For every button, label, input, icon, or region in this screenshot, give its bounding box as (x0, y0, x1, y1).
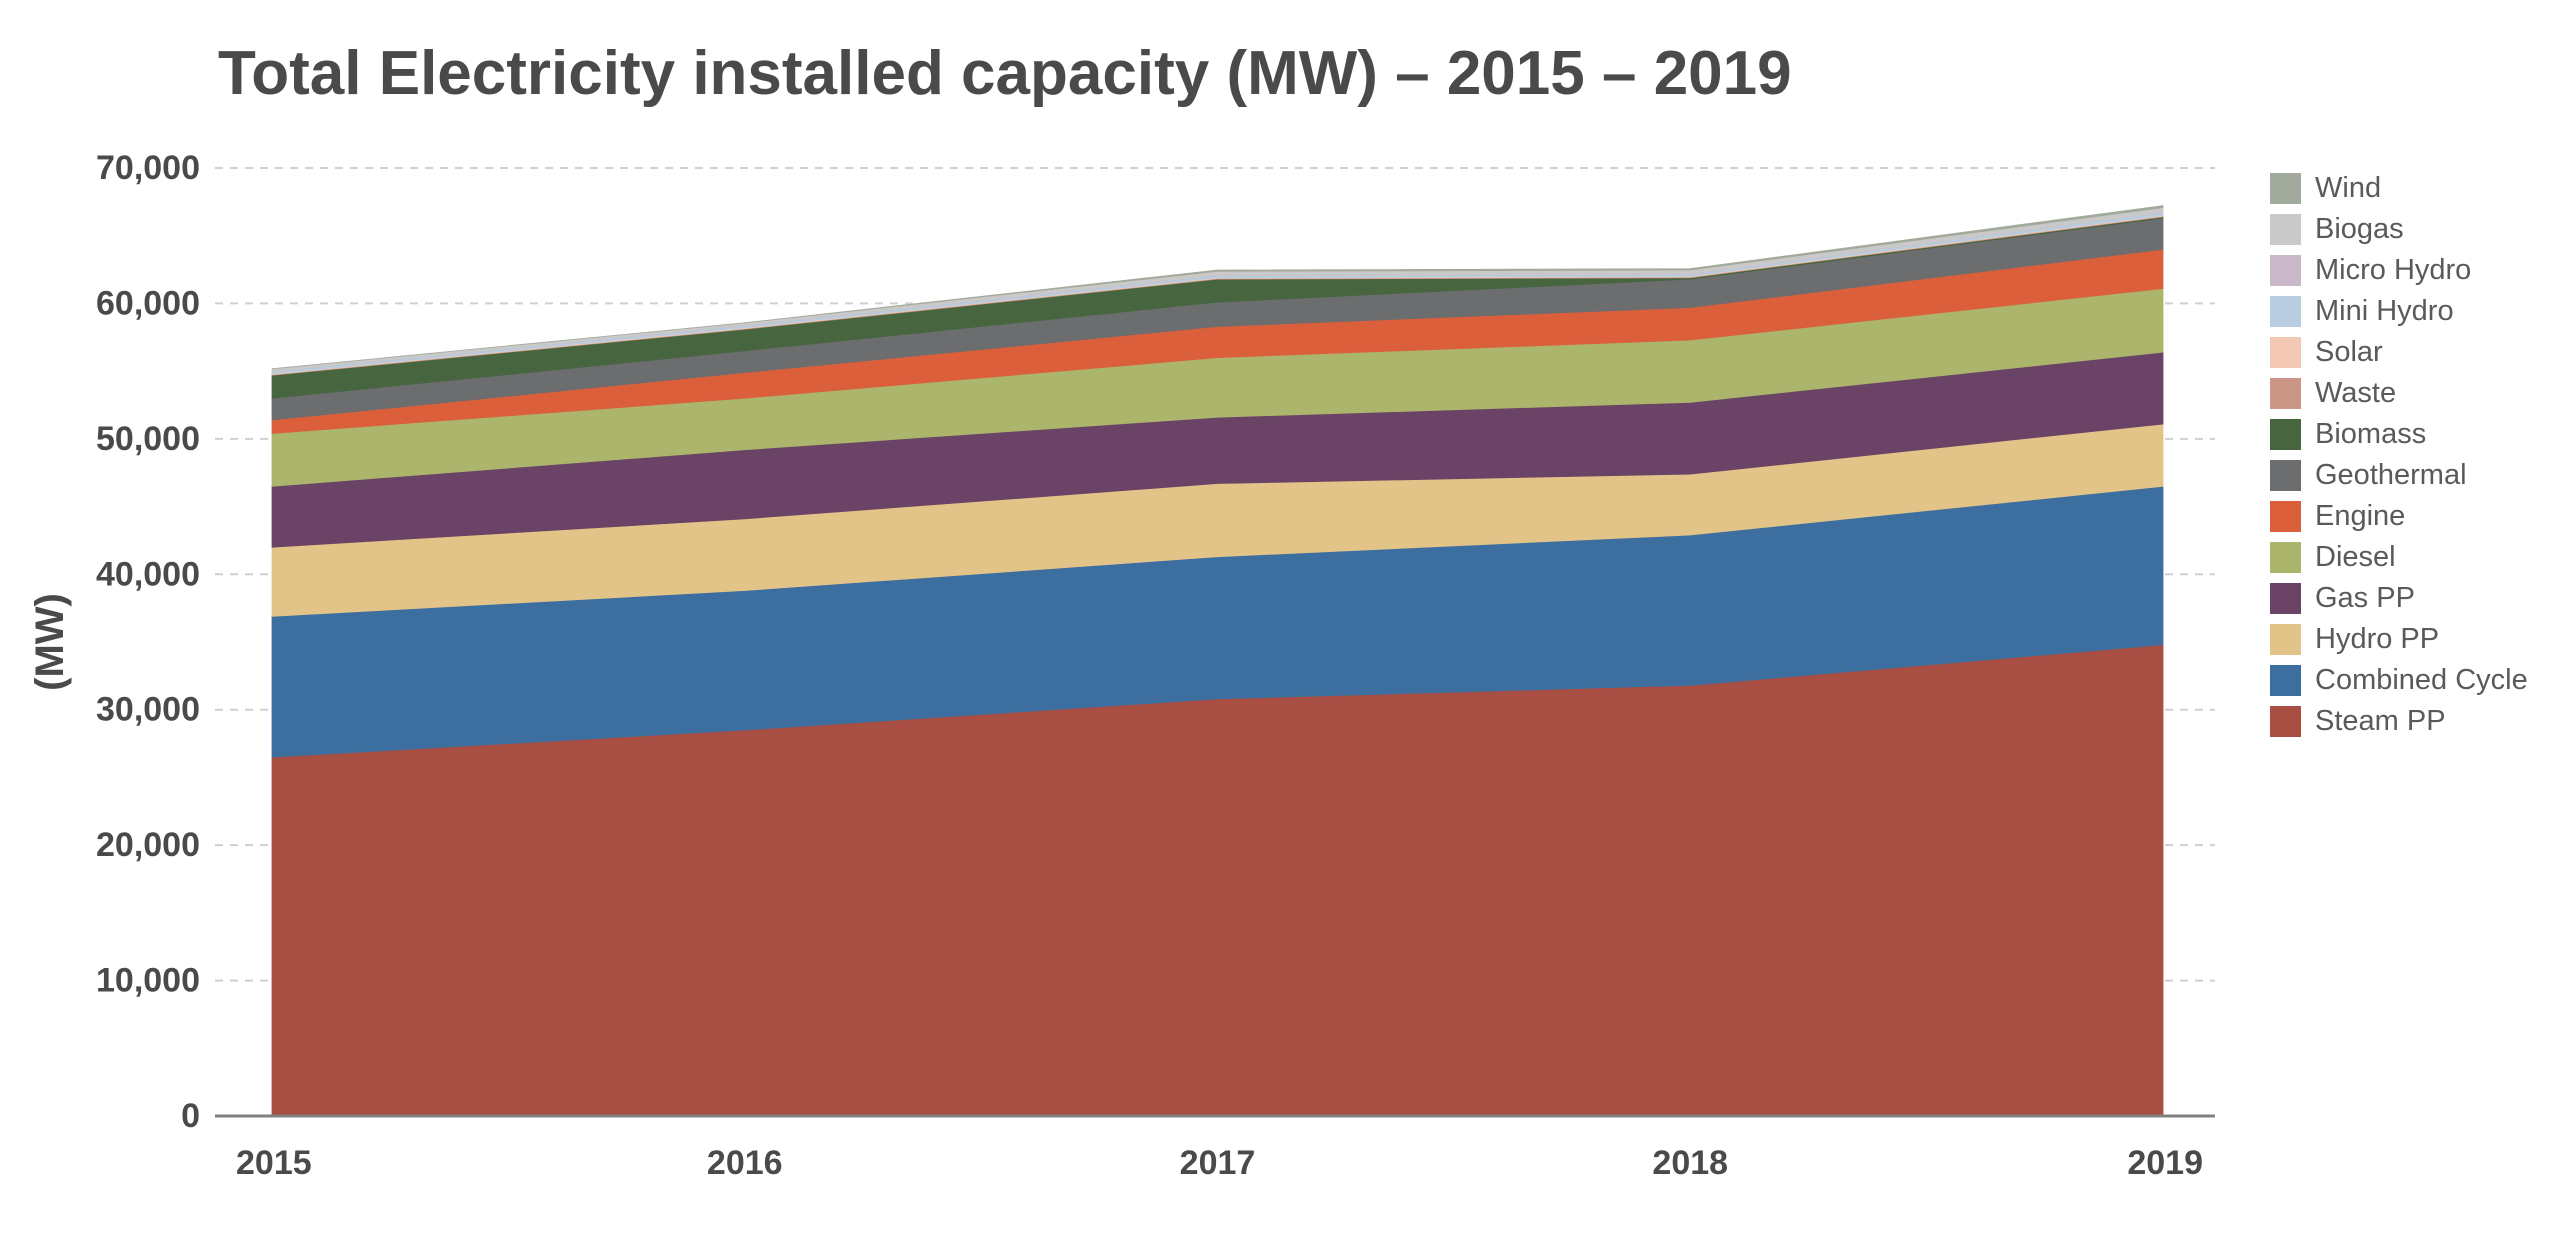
legend-item-gas-pp: Gas PP (2270, 578, 2528, 619)
legend-item-diesel: Diesel (2270, 537, 2528, 578)
y-tick-label-40-000: 40,000 (96, 555, 200, 593)
y-tick-label-0: 0 (181, 1097, 200, 1135)
legend-label-combined-cycle: Combined Cycle (2315, 664, 2528, 696)
legend-item-micro-hydro: Micro Hydro (2270, 250, 2528, 291)
legend-swatch-biogas (2270, 214, 2301, 245)
legend-label-micro-hydro: Micro Hydro (2315, 254, 2472, 286)
area-series (271, 205, 2164, 1117)
legend-label-steam-pp: Steam PP (2315, 705, 2446, 737)
legend-label-geothermal: Geothermal (2315, 459, 2467, 491)
chart-title: Total Electricity installed capacity (MW… (218, 39, 1792, 108)
legend-label-gas-pp: Gas PP (2315, 582, 2415, 614)
legend-label-hydro-pp: Hydro PP (2315, 623, 2440, 655)
legend-swatch-mini-hydro (2270, 296, 2301, 327)
legend-swatch-micro-hydro (2270, 255, 2301, 286)
legend-label-wind: Wind (2315, 172, 2382, 204)
x-tick-label-2015: 2015 (236, 1144, 312, 1182)
x-tick-label-2017: 2017 (1180, 1144, 1256, 1182)
legend-swatch-combined-cycle (2270, 665, 2301, 696)
legend-label-waste: Waste (2315, 377, 2397, 409)
legend-item-solar: Solar (2270, 332, 2528, 373)
legend-swatch-hydro-pp (2270, 624, 2301, 655)
legend-label-mini-hydro: Mini Hydro (2315, 295, 2454, 327)
legend-item-hydro-pp: Hydro PP (2270, 619, 2528, 660)
legend: Wind Biogas Micro Hydro Mini Hydro Solar Wast… (2270, 168, 2528, 742)
legend-swatch-geothermal (2270, 460, 2301, 491)
legend-label-solar: Solar (2315, 336, 2383, 368)
legend-label-engine: Engine (2315, 500, 2406, 532)
legend-label-diesel: Diesel (2315, 541, 2396, 573)
y-axis-title: (MW) (28, 593, 72, 691)
legend-item-steam-pp: Steam PP (2270, 701, 2528, 742)
legend-swatch-waste (2270, 378, 2301, 409)
legend-item-geothermal: Geothermal (2270, 455, 2528, 496)
x-tick-label-2016: 2016 (707, 1144, 783, 1182)
legend-item-waste: Waste (2270, 373, 2528, 414)
legend-swatch-diesel (2270, 542, 2301, 573)
y-tick-label-10-000: 10,000 (96, 962, 200, 1000)
y-tick-label-70-000: 70,000 (96, 149, 200, 187)
y-tick-label-30-000: 30,000 (96, 691, 200, 729)
legend-label-biomass: Biomass (2315, 418, 2427, 450)
legend-item-engine: Engine (2270, 496, 2528, 537)
x-tick-label-2019: 2019 (2127, 1144, 2203, 1182)
x-tick-label-2018: 2018 (1652, 1144, 1728, 1182)
legend-swatch-gas-pp (2270, 583, 2301, 614)
axes: 0 10,000 20,000 30,000 40,000 50,000 60,000 70,… (28, 149, 2215, 1182)
y-tick-label-50-000: 50,000 (96, 420, 200, 458)
legend-swatch-wind (2270, 173, 2301, 204)
legend-item-biomass: Biomass (2270, 414, 2528, 455)
legend-item-combined-cycle: Combined Cycle (2270, 660, 2528, 701)
legend-swatch-steam-pp (2270, 706, 2301, 737)
legend-item-wind: Wind (2270, 168, 2528, 209)
area-wind (271, 205, 2164, 370)
legend-swatch-biomass (2270, 419, 2301, 450)
legend-swatch-solar (2270, 337, 2301, 368)
legend-item-biogas: Biogas (2270, 209, 2528, 250)
y-tick-label-60-000: 60,000 (96, 284, 200, 322)
legend-swatch-engine (2270, 501, 2301, 532)
y-tick-label-20-000: 20,000 (96, 826, 200, 864)
legend-item-mini-hydro: Mini Hydro (2270, 291, 2528, 332)
legend-label-biogas: Biogas (2315, 213, 2404, 245)
